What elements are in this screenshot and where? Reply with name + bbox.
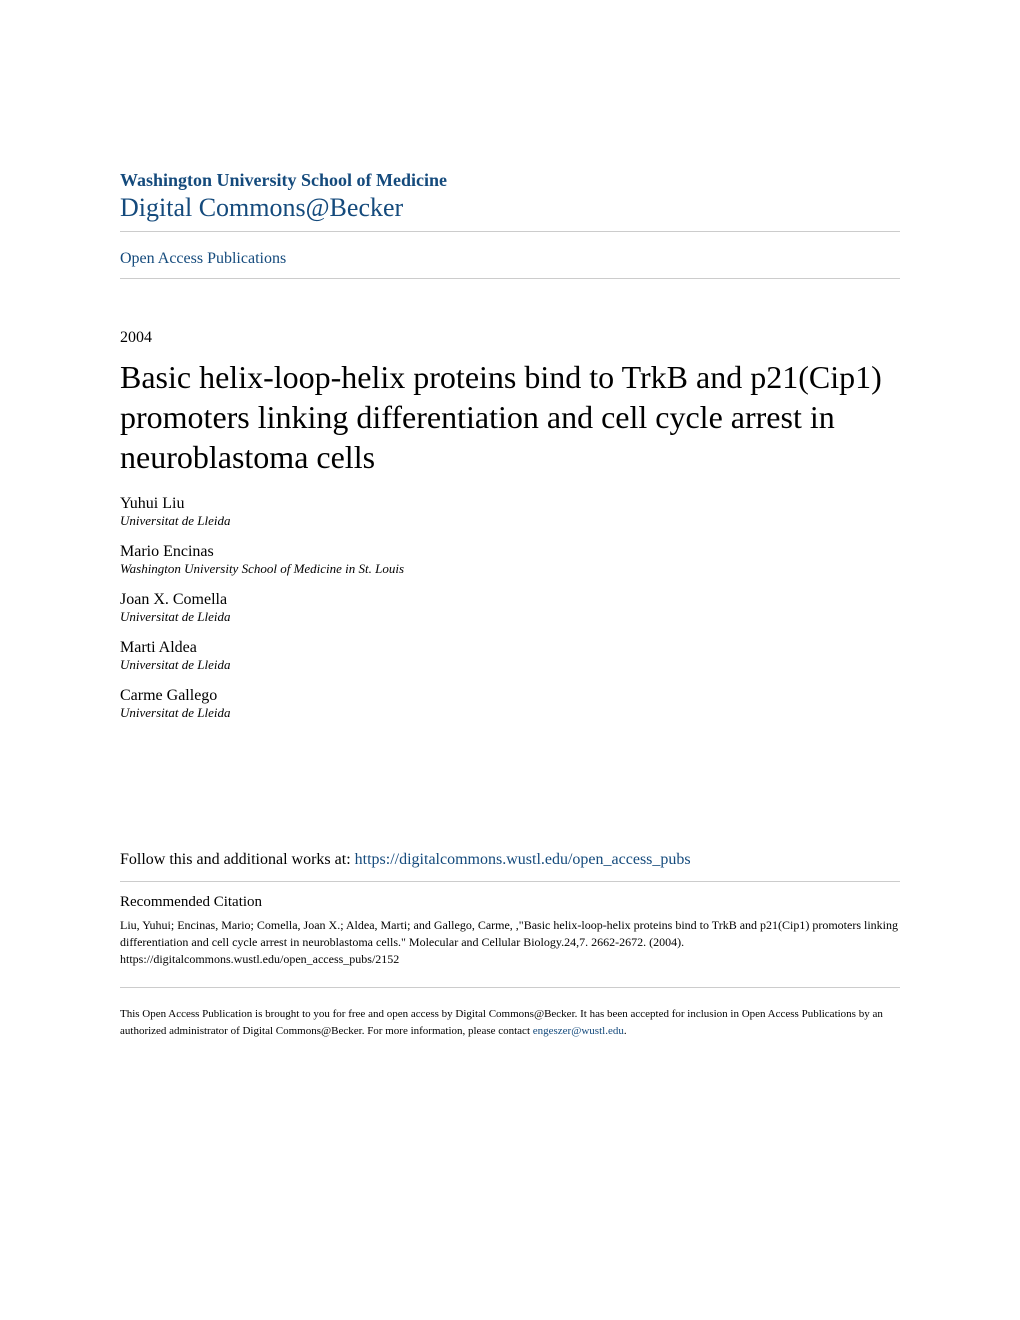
- institution-name[interactable]: Washington University School of Medicine: [120, 170, 900, 191]
- author-name: Yuhui Liu: [120, 495, 900, 513]
- author-name: Carme Gallego: [120, 687, 900, 705]
- author-affiliation: Universitat de Lleida: [120, 705, 900, 721]
- open-access-link[interactable]: Open Access Publications: [120, 250, 286, 267]
- publication-year: 2004: [120, 329, 900, 347]
- citation-section: Recommended Citation Liu, Yuhui; Encinas…: [120, 894, 900, 988]
- author-affiliation: Universitat de Lleida: [120, 513, 900, 529]
- footer-body: This Open Access Publication is brought …: [120, 1008, 883, 1037]
- follow-link[interactable]: https://digitalcommons.wustl.edu/open_ac…: [355, 851, 691, 868]
- citation-url: https://digitalcommons.wustl.edu/open_ac…: [120, 952, 399, 966]
- citation-heading: Recommended Citation: [120, 894, 900, 911]
- author-block: Yuhui Liu Universitat de Lleida: [120, 495, 900, 529]
- author-name: Marti Aldea: [120, 639, 900, 657]
- citation-body: Liu, Yuhui; Encinas, Mario; Comella, Joa…: [120, 918, 898, 949]
- author-name: Joan X. Comella: [120, 591, 900, 609]
- header-section: Washington University School of Medicine…: [120, 170, 900, 232]
- author-block: Carme Gallego Universitat de Lleida: [120, 687, 900, 721]
- footer-suffix: .: [624, 1025, 627, 1037]
- author-block: Mario Encinas Washington University Scho…: [120, 543, 900, 577]
- author-block: Marti Aldea Universitat de Lleida: [120, 639, 900, 673]
- follow-prefix: Follow this and additional works at:: [120, 851, 355, 868]
- authors-list: Yuhui Liu Universitat de Lleida Mario En…: [120, 495, 900, 721]
- article-title: Basic helix-loop-helix proteins bind to …: [120, 357, 900, 477]
- author-affiliation: Universitat de Lleida: [120, 657, 900, 673]
- follow-section: Follow this and additional works at: htt…: [120, 851, 900, 882]
- contact-link[interactable]: engeszer@wustl.edu: [533, 1025, 624, 1037]
- citation-text: Liu, Yuhui; Encinas, Mario; Comella, Joa…: [120, 917, 900, 967]
- nav-section: Open Access Publications: [120, 250, 900, 279]
- author-affiliation: Washington University School of Medicine…: [120, 561, 900, 577]
- author-name: Mario Encinas: [120, 543, 900, 561]
- repository-name[interactable]: Digital Commons@Becker: [120, 193, 900, 223]
- footer-note: This Open Access Publication is brought …: [120, 1006, 900, 1039]
- author-affiliation: Universitat de Lleida: [120, 609, 900, 625]
- author-block: Joan X. Comella Universitat de Lleida: [120, 591, 900, 625]
